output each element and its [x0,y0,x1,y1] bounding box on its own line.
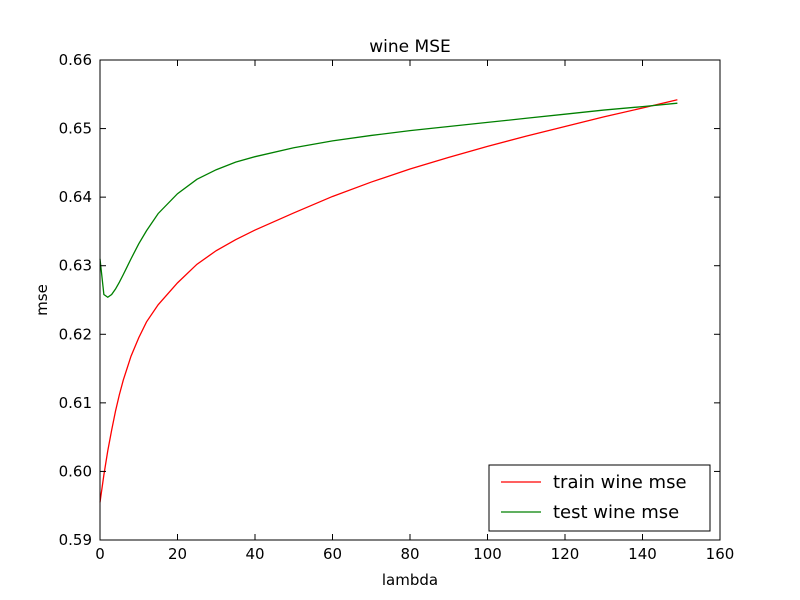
series-line-1 [99,102,678,299]
series-line-0 [99,99,678,503]
legend-box [488,464,711,532]
y-tick-label: 0.61 [59,394,92,412]
y-axis-label: mse [33,284,51,316]
y-tick-label: 0.66 [59,51,92,69]
x-tick-label: 80 [400,545,419,563]
y-tick-label: 0.63 [59,257,92,275]
y-tick-label: 0.62 [59,325,92,343]
chart-title: wine MSE [369,37,450,57]
legend: train wine mse test wine mse [488,464,711,532]
x-tick-label: 0 [95,545,105,563]
y-tick-label: 0.60 [59,462,92,480]
y-tick-label: 0.64 [59,188,92,206]
legend-label-1: test wine mse [553,502,679,523]
x-tick-label: 140 [628,545,657,563]
x-tick-label: 100 [473,545,502,563]
legend-label-0: train wine mse [553,472,687,493]
x-tick-label: 160 [706,545,735,563]
y-tick-label: 0.65 [59,120,92,138]
x-tick-label: 40 [245,545,264,563]
x-tick-label: 120 [551,545,580,563]
y-tick-label: 0.59 [59,531,92,549]
x-tick-label: 60 [323,545,342,563]
x-tick-label: 20 [168,545,187,563]
x-axis-label: lambda [382,571,438,589]
